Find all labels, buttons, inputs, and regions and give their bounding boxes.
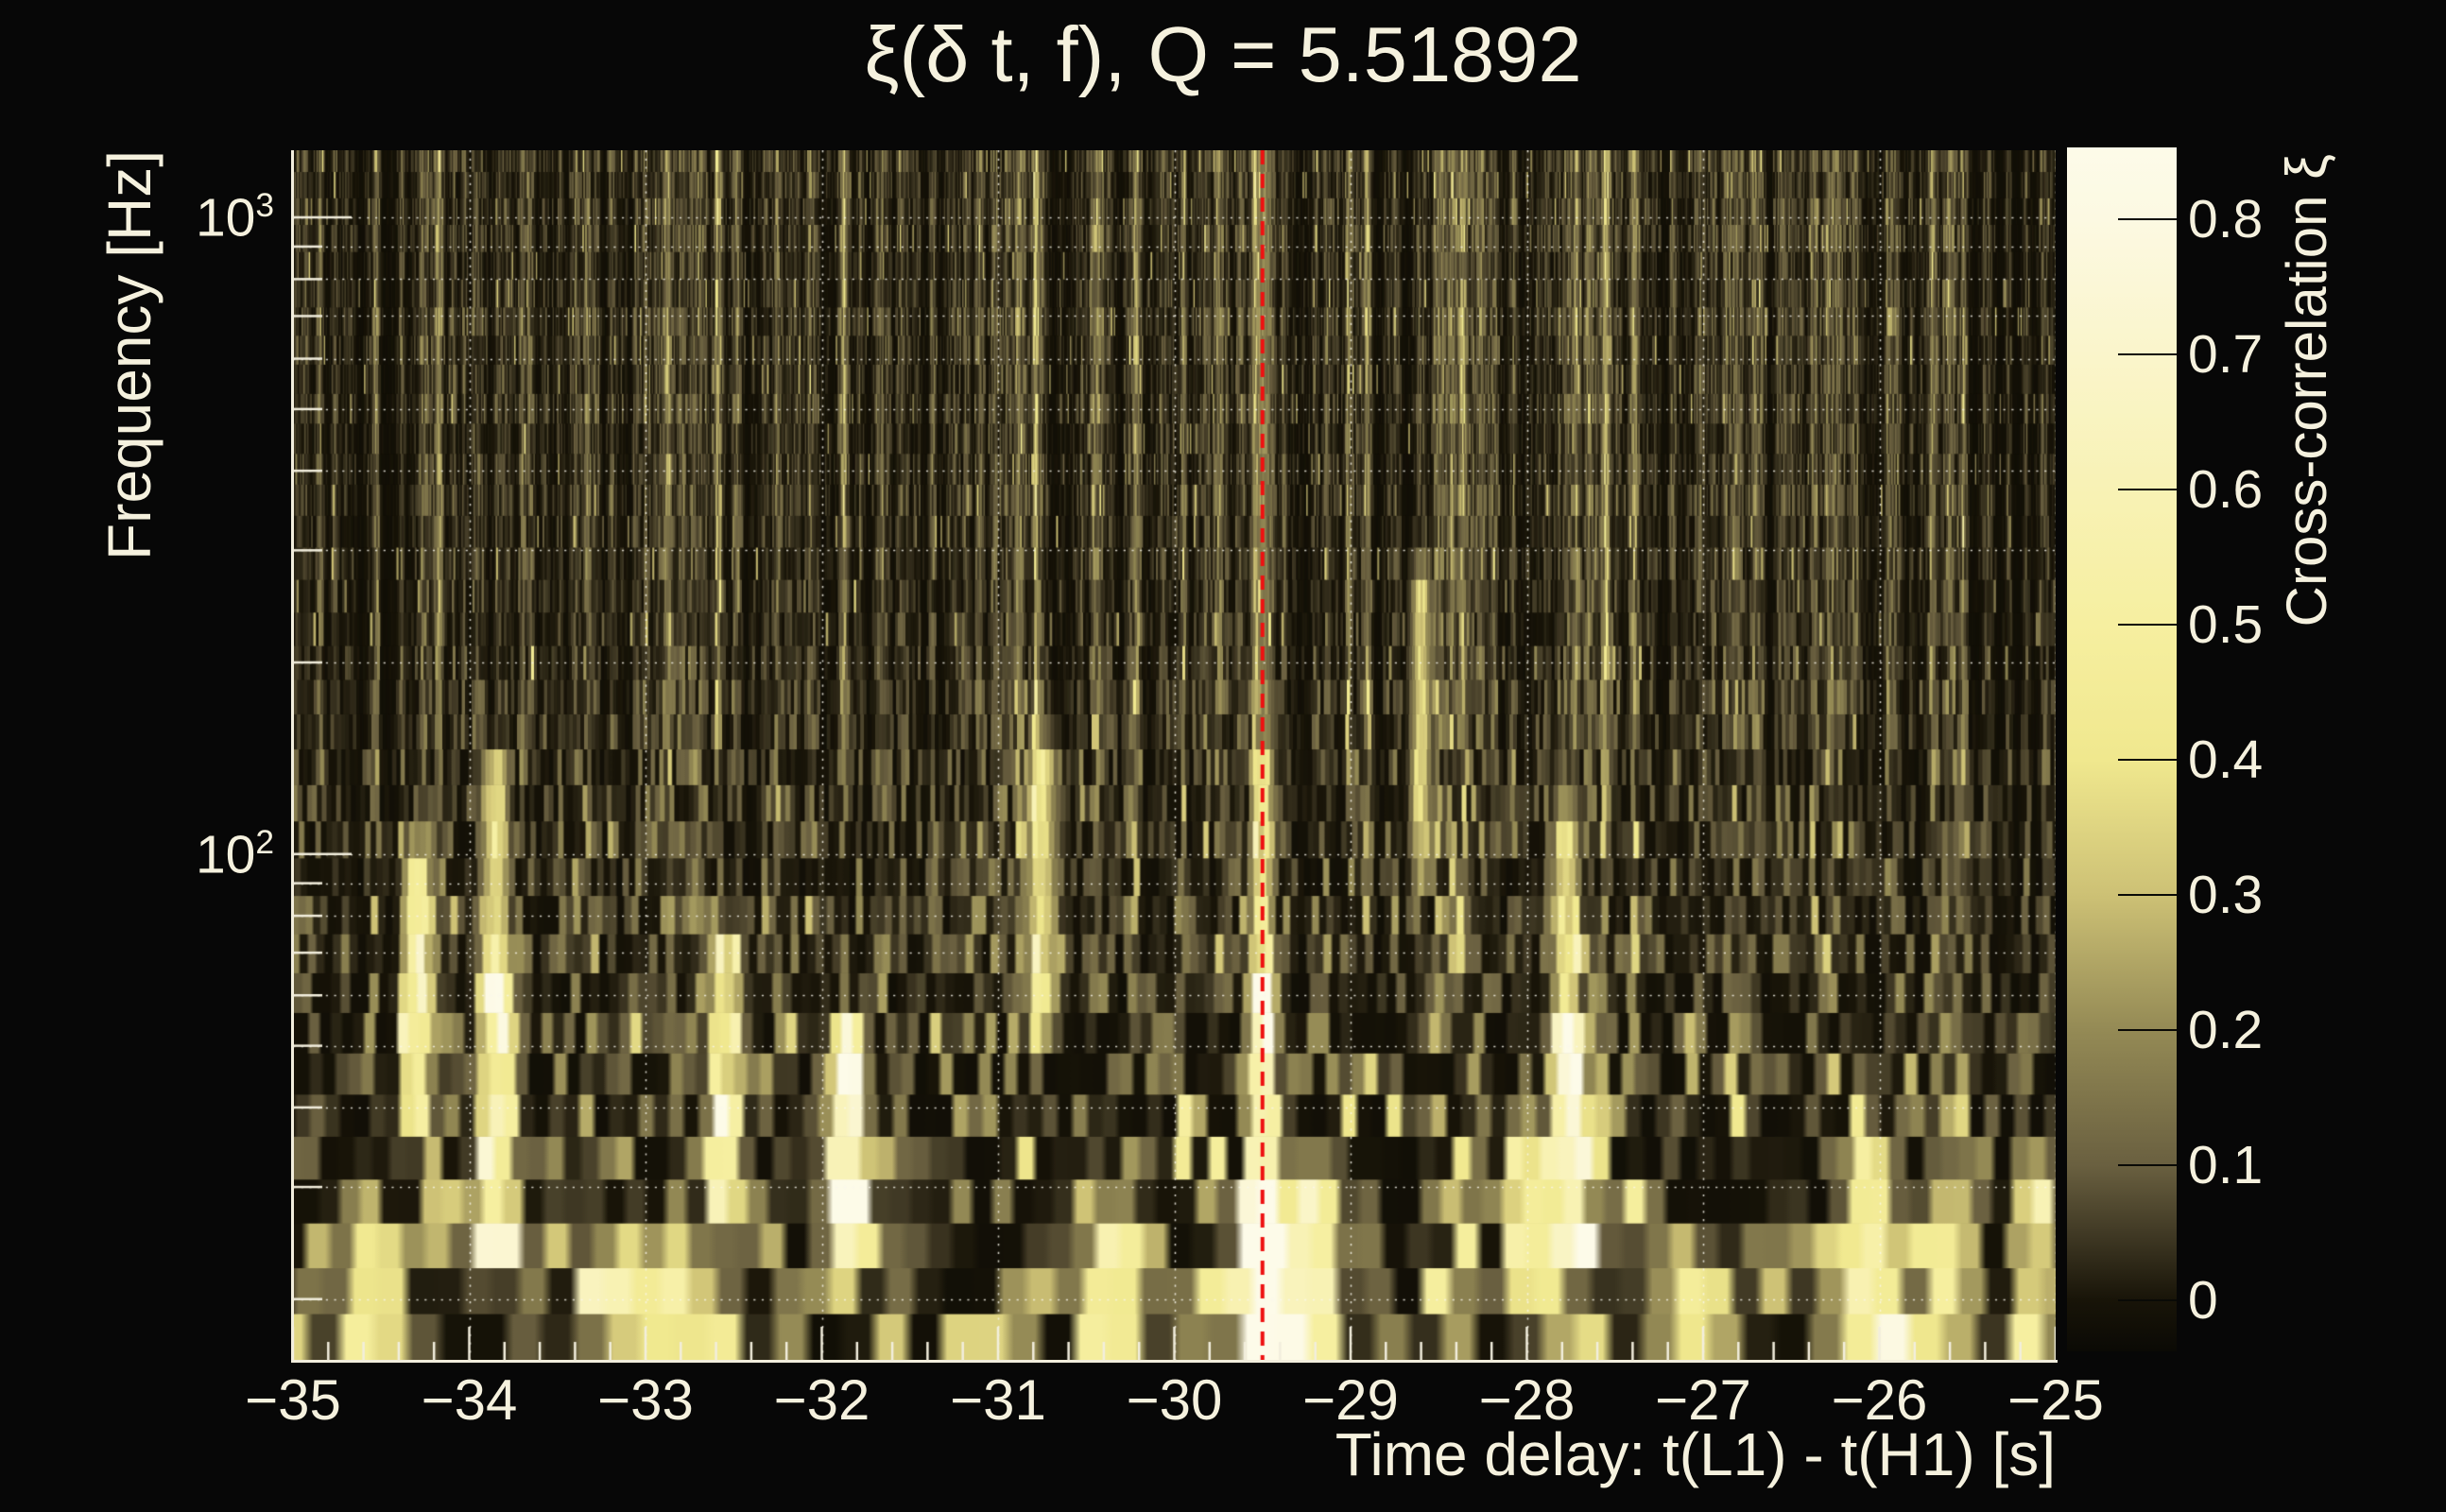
x-tick-label: −29 [1302, 1368, 1399, 1432]
colorbar-tick [2118, 1028, 2177, 1031]
colorbar-tick [2118, 758, 2177, 761]
x-tick-label: −33 [597, 1368, 694, 1432]
x-tick-label: −35 [245, 1368, 341, 1432]
x-tick-label: −32 [773, 1368, 870, 1432]
colorbar-tick-label: 0.6 [2188, 458, 2264, 520]
x-tick-label: −31 [950, 1368, 1046, 1432]
colorbar-tick [2118, 623, 2177, 626]
y-axis-title: Frequency [Hz] [95, 150, 164, 560]
y-tick-label: 103 [195, 187, 274, 249]
colorbar-tick [2118, 488, 2177, 490]
colorbar-tick-label: 0.8 [2188, 188, 2264, 249]
colorbar-tick-label: 0.7 [2188, 323, 2264, 385]
colorbar-tick-label: 0 [2188, 1269, 2218, 1331]
colorbar-tick [2118, 1298, 2177, 1301]
plot-title: ξ(δ t, f), Q = 5.51892 [864, 10, 1582, 98]
x-tick-label: −28 [1478, 1368, 1576, 1432]
x-axis-title: Time delay: t(L1) - t(H1) [s] [1335, 1420, 2056, 1488]
heatmap-canvas [293, 150, 2056, 1361]
colorbar-tick [2118, 1163, 2177, 1166]
y-tick-label: 102 [195, 823, 274, 885]
colorbar-tick-label: 0.2 [2188, 999, 2264, 1060]
colorbar-tick-label: 0.4 [2188, 729, 2264, 790]
x-axis-line [291, 1360, 2058, 1363]
x-tick-label: −34 [421, 1368, 518, 1432]
colorbar-tick-label: 0.1 [2188, 1134, 2264, 1195]
colorbar-tick [2118, 893, 2177, 896]
x-tick-label: −27 [1655, 1368, 1751, 1432]
colorbar [2067, 147, 2177, 1351]
x-tick-label: −30 [1126, 1368, 1223, 1432]
y-axis-line [291, 150, 294, 1363]
colorbar-tick-label: 0.5 [2188, 593, 2264, 655]
colorbar-tick [2118, 217, 2177, 220]
x-tick-label: −25 [2007, 1368, 2104, 1432]
colorbar-title: Cross-correlation ξ [2275, 154, 2338, 627]
x-tick-label: −26 [1831, 1368, 1928, 1432]
colorbar-tick-label: 0.3 [2188, 864, 2264, 925]
colorbar-tick [2118, 352, 2177, 355]
